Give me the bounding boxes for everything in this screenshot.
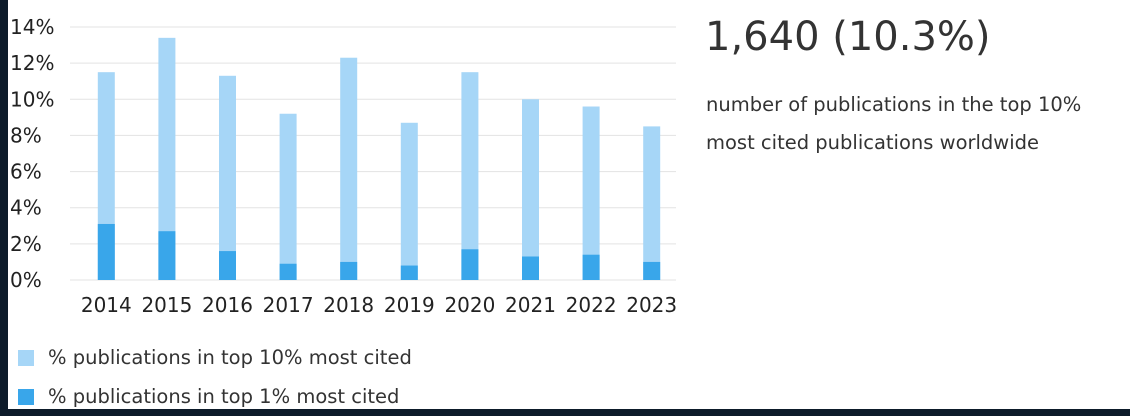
- bar-top1: [400, 265, 418, 280]
- x-tick-label: 2018: [323, 293, 374, 317]
- x-tick-label: 2015: [141, 293, 192, 317]
- x-tick-label: 2021: [505, 293, 556, 317]
- bar-top1: [582, 254, 600, 280]
- bar-top1: [340, 261, 358, 280]
- bar-top1: [219, 251, 236, 280]
- y-tick-label: 0%: [10, 268, 42, 292]
- bar-top1: [522, 256, 539, 280]
- y-tick-label: 12%: [10, 51, 54, 75]
- x-tick-label: 2019: [384, 293, 435, 317]
- legend-item-top10[interactable]: % publications in top 10% most cited: [18, 338, 412, 377]
- bar-top10: [340, 57, 358, 280]
- x-tick-label: 2014: [81, 293, 132, 317]
- bar-top1: [461, 249, 479, 280]
- bar-top1: [158, 231, 176, 280]
- x-tick-label: 2016: [202, 293, 253, 317]
- x-tick-label: 2020: [444, 293, 495, 317]
- bar-top1: [97, 223, 115, 280]
- bar-top10: [461, 72, 479, 280]
- stat-description: number of publications in the top 10% mo…: [706, 86, 1126, 162]
- y-tick-label: 6%: [10, 160, 42, 184]
- legend: % publications in top 10% most cited % p…: [18, 338, 412, 416]
- bar-top10: [219, 75, 236, 281]
- bar-top1: [279, 263, 297, 280]
- bar-top10: [643, 126, 661, 281]
- legend-swatch-top10: [18, 349, 34, 366]
- y-tick-label: 14%: [10, 15, 54, 39]
- chart-panel: 0% 2% 4% 6% 8% 10% 12% 14% 2014 2015 2016 2017 2018 2…: [8, 0, 1130, 409]
- bar-top1: [643, 261, 661, 280]
- y-tick-label: 8%: [10, 123, 42, 147]
- bar-chart: 0% 2% 4% 6% 8% 10% 12% 14% 2014 2015 2016 2017 2018 2…: [10, 15, 677, 317]
- x-tick-label: 2017: [263, 293, 314, 317]
- y-tick-label: 2%: [10, 232, 42, 256]
- legend-swatch-top1: [18, 388, 34, 405]
- stat-value: 1,640 (10.3%): [705, 14, 991, 60]
- legend-label-top1: % publications in top 1% most cited: [48, 385, 400, 408]
- stat-description-line2: most cited publications worldwide: [706, 131, 1040, 154]
- legend-item-top1[interactable]: % publications in top 1% most cited: [18, 377, 412, 416]
- bar-top10: [158, 37, 176, 280]
- legend-label-top10: % publications in top 10% most cited: [48, 346, 412, 369]
- stat-description-line1: number of publications in the top 10%: [706, 93, 1082, 116]
- bar-top10: [279, 113, 297, 280]
- y-tick-label: 10%: [10, 87, 54, 111]
- bar-top10: [522, 99, 539, 281]
- x-tick-label: 2023: [626, 293, 677, 317]
- x-tick-label: 2022: [566, 293, 617, 317]
- bar-top10: [400, 122, 418, 281]
- y-tick-label: 4%: [10, 196, 42, 220]
- bar-top10: [582, 106, 600, 280]
